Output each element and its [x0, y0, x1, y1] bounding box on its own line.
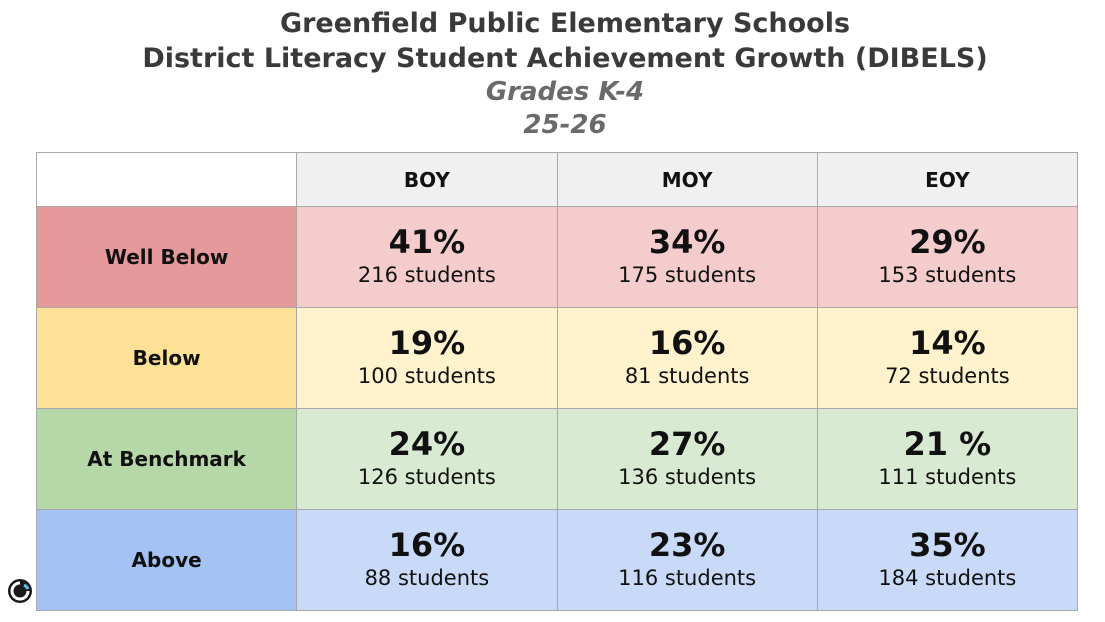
count-label: 175 students: [618, 263, 757, 287]
data-cell: 16% 81 students: [556, 307, 818, 409]
percent-label: 21 %: [903, 425, 992, 463]
percent-label: 16%: [388, 526, 466, 564]
table-row: Well Below 41% 216 students 34% 175 studen…: [35, 206, 1079, 308]
table-row: Above 16% 88 students 23% 116 students 35%…: [35, 509, 1079, 611]
count-label: 216 students: [357, 263, 496, 287]
percent-label: 16%: [648, 324, 726, 362]
data-cell: 27% 136 students: [556, 408, 818, 510]
percent-label: 27%: [648, 425, 726, 463]
title-line-2: District Literacy Student Achievement Gr…: [142, 43, 988, 74]
percent-label: 34%: [648, 223, 726, 261]
count-label: 72 students: [885, 364, 1010, 388]
data-cell: 29% 153 students: [816, 206, 1079, 308]
circle-logo-icon: [8, 579, 32, 603]
table-row: Below 19% 100 students 16% 81 students 14%…: [35, 307, 1079, 409]
data-cell: 35% 184 students: [816, 509, 1079, 611]
data-cell: 14% 72 students: [816, 307, 1079, 409]
data-cell: 16% 88 students: [296, 509, 558, 611]
count-label: 184 students: [878, 566, 1017, 590]
achievement-table: BOY MOY EOY Well Below 41% 216 students 3…: [35, 152, 1079, 611]
count-label: 88 students: [364, 566, 490, 590]
subtitle-year: 25-26: [523, 110, 607, 140]
column-header: MOY: [556, 152, 818, 207]
percent-label: 14%: [909, 324, 986, 362]
count-label: 136 students: [618, 465, 757, 489]
data-cell: 41% 216 students: [296, 206, 558, 308]
column-header: EOY: [816, 152, 1079, 207]
data-cell: 24% 126 students: [296, 408, 558, 510]
count-label: 126 students: [357, 465, 496, 489]
data-cell: 19% 100 students: [296, 307, 558, 409]
percent-label: 23%: [648, 526, 726, 564]
data-cell: 34% 175 students: [556, 206, 818, 308]
count-label: 111 students: [878, 465, 1017, 489]
header-row: BOY MOY EOY: [35, 152, 1079, 207]
header-corner: [35, 152, 298, 207]
subtitle-grades: Grades K-4: [485, 77, 645, 107]
percent-label: 41%: [388, 223, 466, 261]
count-label: 153 students: [878, 263, 1017, 287]
title-line-1: Greenfield Public Elementary Schools: [279, 8, 851, 39]
count-label: 116 students: [618, 566, 757, 590]
table-row: At Benchmark 24% 126 students 27% 136 stud…: [35, 408, 1079, 510]
row-label: Below: [35, 307, 298, 409]
data-cell: 21 % 111 students: [816, 408, 1079, 510]
row-label: At Benchmark: [35, 408, 298, 510]
column-header: BOY: [296, 152, 558, 207]
percent-label: 19%: [388, 324, 466, 362]
count-label: 81 students: [624, 364, 750, 388]
data-cell: 23% 116 students: [556, 509, 818, 611]
percent-label: 29%: [909, 223, 986, 261]
title-block: Greenfield Public Elementary Schools Dis…: [0, 6, 1105, 142]
row-label: Well Below: [35, 206, 298, 308]
percent-label: 24%: [388, 425, 466, 463]
row-label: Above: [35, 509, 298, 611]
percent-label: 35%: [909, 526, 986, 564]
count-label: 100 students: [357, 364, 496, 388]
